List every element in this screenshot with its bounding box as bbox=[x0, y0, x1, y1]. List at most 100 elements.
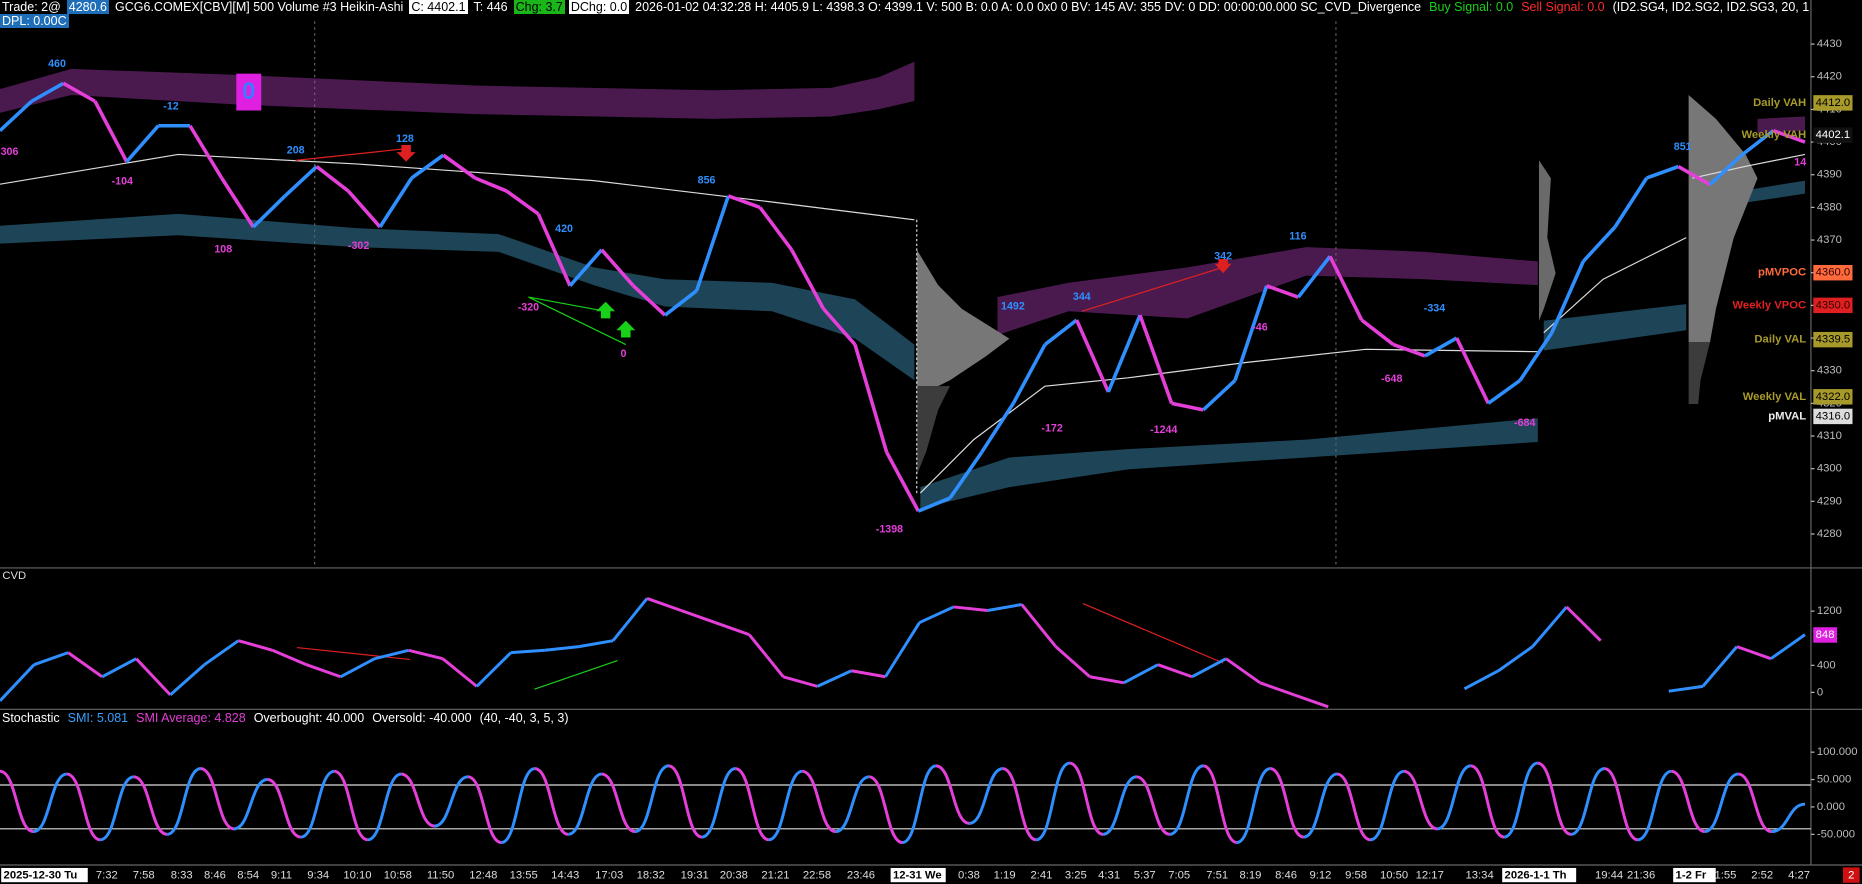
level-name: pMVPOC bbox=[1758, 267, 1806, 279]
cvd-segment bbox=[646, 597, 682, 612]
level-box bbox=[1813, 95, 1853, 111]
x-tick-label: 7:58 bbox=[133, 870, 155, 882]
smi-segment bbox=[166, 767, 202, 836]
smi-segment bbox=[233, 778, 268, 831]
x-tick-label: 1:19 bbox=[994, 870, 1016, 882]
price-bar bbox=[0, 99, 33, 132]
smi-segment bbox=[801, 769, 837, 834]
smi-segment bbox=[32, 772, 68, 834]
x-tick-label: 7:51 bbox=[1206, 870, 1228, 882]
swing-label: -334 bbox=[1424, 303, 1445, 315]
smi-segment bbox=[935, 764, 970, 825]
smi-segment bbox=[1102, 775, 1137, 836]
price-bar bbox=[188, 124, 224, 179]
price-bar bbox=[790, 248, 825, 310]
swing-label: 856 bbox=[698, 174, 716, 186]
swing-label: -1398 bbox=[876, 524, 903, 536]
smi-segment bbox=[66, 772, 101, 842]
smi-segment bbox=[1035, 761, 1071, 842]
smi-segment bbox=[768, 769, 803, 842]
header-field: Buy Signal: 0.0 bbox=[1429, 0, 1514, 14]
header-field: (ID2.SG4, ID2.SG2, ID2.SG3, 20, 1, bbox=[1612, 0, 1810, 14]
swing-label: -320 bbox=[518, 302, 539, 314]
study-header: Stochastic SMI: 5.081 SMI Average: 4.828 Ov… bbox=[0, 711, 1810, 725]
price-bar bbox=[1328, 255, 1364, 321]
smi-segment bbox=[1771, 802, 1806, 834]
cvd-segment bbox=[918, 605, 955, 624]
date-box bbox=[1673, 867, 1716, 883]
header-field: T: 446 bbox=[473, 0, 508, 14]
cvd-segment bbox=[884, 621, 921, 678]
header-field: C: 4402.1 bbox=[409, 0, 468, 14]
x-tick-label: 2026-1-1 Th bbox=[1505, 870, 1567, 882]
cvd-segment bbox=[1225, 657, 1261, 685]
smi-segment bbox=[567, 772, 603, 836]
swing-label: 306 bbox=[1, 146, 19, 158]
cvd-segment bbox=[306, 663, 342, 679]
x-tick-label: 21:36 bbox=[1627, 870, 1655, 882]
panel-title: CVD bbox=[2, 570, 26, 582]
x-tick-label: 19:31 bbox=[681, 870, 709, 882]
y-tick-label: 4300 bbox=[1817, 463, 1842, 475]
swing-label: -684 bbox=[1514, 417, 1535, 429]
smi-segment bbox=[1236, 767, 1271, 845]
buy-arrow bbox=[616, 320, 636, 338]
study-field: SMI: 5.081 bbox=[67, 711, 129, 725]
smi-segment bbox=[99, 775, 135, 842]
x-tick-label: 19:44 bbox=[1595, 870, 1623, 882]
price-bar bbox=[442, 153, 477, 180]
study-title: Stochastic bbox=[2, 711, 60, 725]
divergence-line bbox=[1082, 603, 1224, 664]
swing-label: 0 bbox=[620, 348, 626, 360]
cvd-segment bbox=[0, 663, 36, 702]
cvd-segment bbox=[782, 675, 818, 688]
price-bar bbox=[1202, 379, 1237, 412]
smi-segment bbox=[1704, 772, 1739, 834]
smi-segment bbox=[1002, 767, 1037, 842]
smi-segment bbox=[1136, 775, 1171, 836]
swing-label: -172 bbox=[1041, 423, 1062, 435]
cvd-segment bbox=[1259, 681, 1295, 697]
smi-segment bbox=[601, 772, 636, 834]
level-name: Daily VAH bbox=[1753, 97, 1806, 109]
price-bar bbox=[1011, 343, 1047, 405]
cvd-segment bbox=[203, 639, 240, 666]
cvd-segment bbox=[680, 609, 716, 624]
smi-segment bbox=[266, 778, 302, 839]
vwap-line bbox=[1543, 237, 1687, 334]
price-bar bbox=[346, 189, 382, 229]
last-value-box bbox=[1813, 627, 1838, 643]
x-tick-label: 3:25 bbox=[1065, 870, 1087, 882]
value-band bbox=[0, 61, 915, 119]
level-box bbox=[1813, 331, 1853, 348]
sell-arrow bbox=[1214, 259, 1232, 274]
cvd-segment bbox=[237, 639, 273, 652]
price-bar bbox=[980, 402, 1015, 454]
cvd-segment bbox=[441, 657, 478, 688]
level-price: 4316.0 bbox=[1816, 410, 1850, 422]
price-bar bbox=[821, 307, 857, 346]
divergence-line bbox=[534, 660, 618, 690]
level-box bbox=[1813, 389, 1853, 405]
smi-segment bbox=[1336, 772, 1371, 842]
y-tick-label: 4430 bbox=[1817, 38, 1842, 50]
value-band bbox=[920, 418, 1538, 509]
x-tick-label: 9:58 bbox=[1345, 870, 1367, 882]
divergence-line bbox=[528, 296, 627, 346]
x-tick-label: 22:58 bbox=[803, 870, 831, 882]
volume-profile bbox=[916, 249, 1010, 387]
price-bar bbox=[93, 100, 129, 163]
level-name: Weekly VAH bbox=[1742, 129, 1807, 141]
swing-label: -648 bbox=[1381, 373, 1402, 385]
cvd-segment bbox=[1054, 645, 1091, 678]
price-bar bbox=[1171, 401, 1204, 412]
x-tick-label: 13:55 bbox=[510, 870, 538, 882]
vwap-line bbox=[1692, 153, 1806, 179]
smi-segment bbox=[1436, 764, 1472, 831]
smi-segment bbox=[367, 772, 402, 842]
cvd-segment bbox=[339, 657, 376, 679]
value-band bbox=[0, 213, 915, 381]
divergence-line bbox=[1081, 266, 1224, 312]
swing-label: 208 bbox=[287, 145, 305, 157]
price-bar bbox=[1266, 284, 1299, 299]
